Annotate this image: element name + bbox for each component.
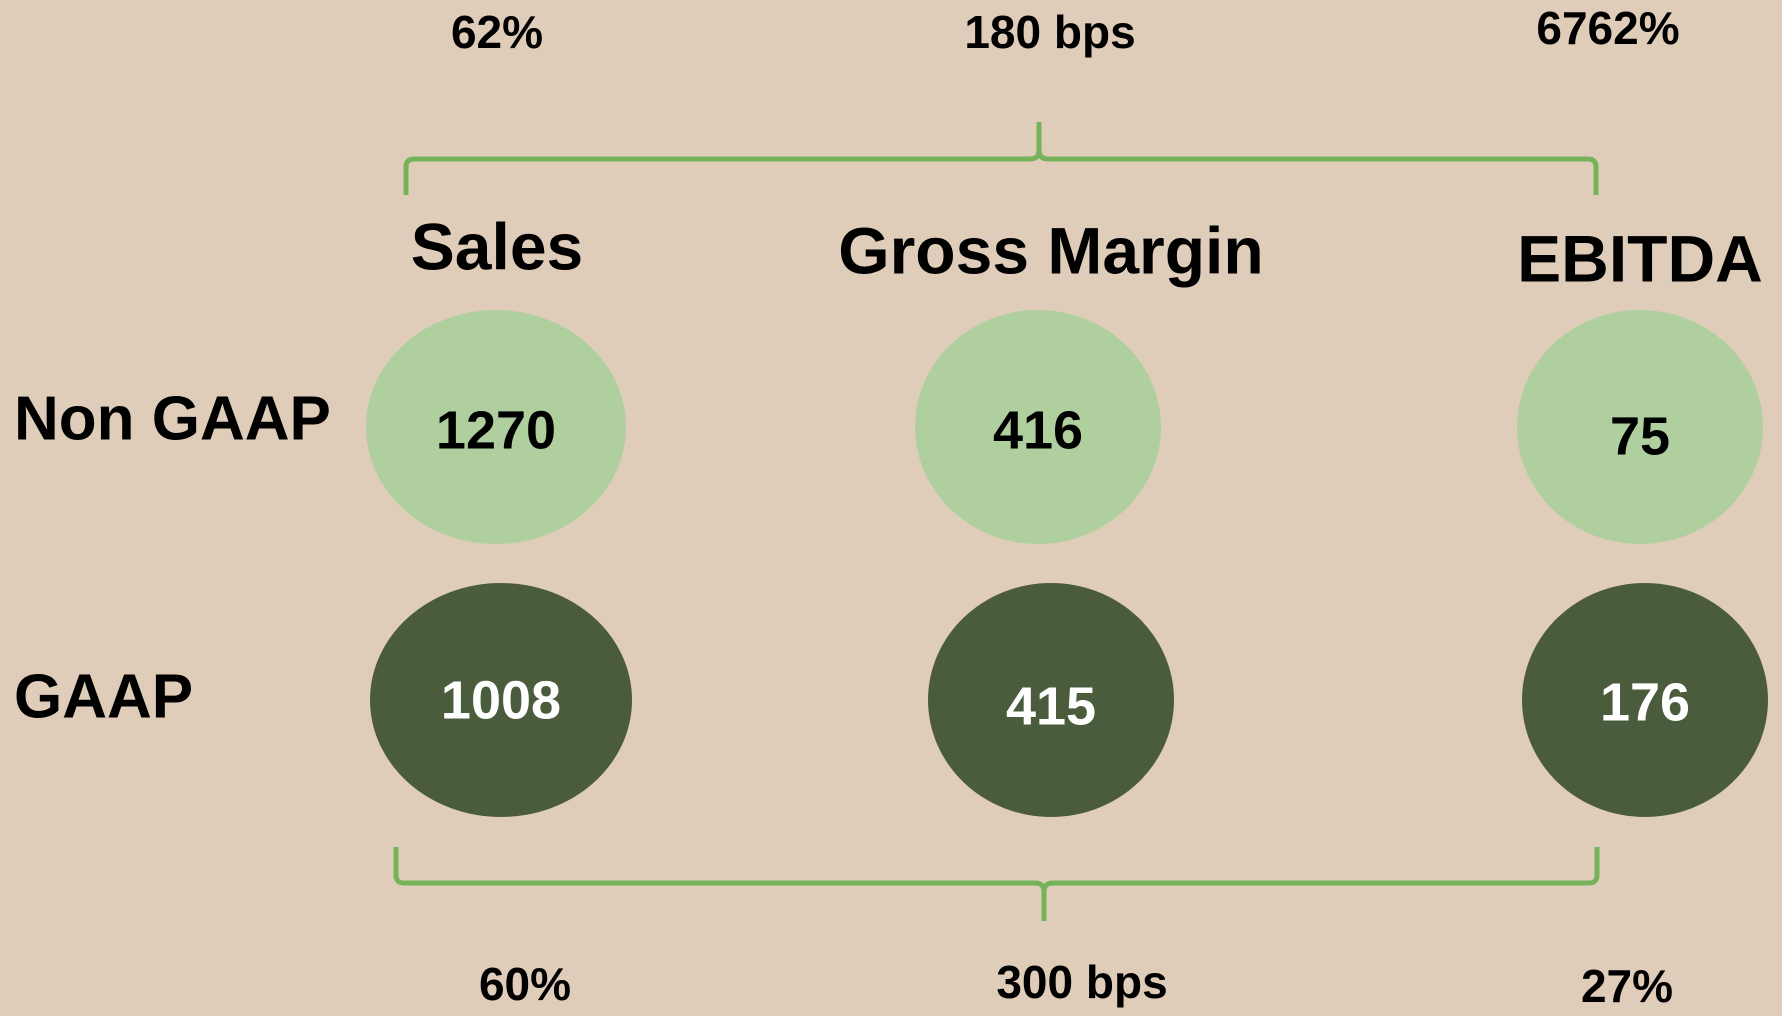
value: 416 xyxy=(993,400,1083,460)
value-bubble xyxy=(928,583,1174,817)
value-bubble xyxy=(370,583,632,817)
column-header: EBITDA xyxy=(1517,221,1763,295)
value-bubble xyxy=(915,310,1161,544)
row-label: GAAP xyxy=(14,662,193,731)
value-bubble xyxy=(366,310,626,544)
bottom-brace xyxy=(393,847,1600,921)
top-brace xyxy=(403,122,1599,195)
bottom-note: 27% xyxy=(1581,960,1673,1012)
value: 415 xyxy=(1006,676,1096,736)
value: 1270 xyxy=(436,400,556,460)
value-bubble xyxy=(1522,583,1768,817)
value: 75 xyxy=(1610,406,1670,466)
value-bubble xyxy=(1517,310,1763,544)
row-label: Non GAAP xyxy=(14,384,331,453)
bottom-note: 300 bps xyxy=(996,956,1167,1008)
bottom-note: 60% xyxy=(479,958,571,1010)
top-note: 180 bps xyxy=(964,6,1135,58)
top-note: 62% xyxy=(451,6,543,58)
value: 1008 xyxy=(441,670,561,730)
top-note: 6762% xyxy=(1536,2,1679,54)
column-header: Gross Margin xyxy=(838,213,1263,287)
value: 176 xyxy=(1600,672,1690,732)
column-header: Sales xyxy=(411,209,583,283)
